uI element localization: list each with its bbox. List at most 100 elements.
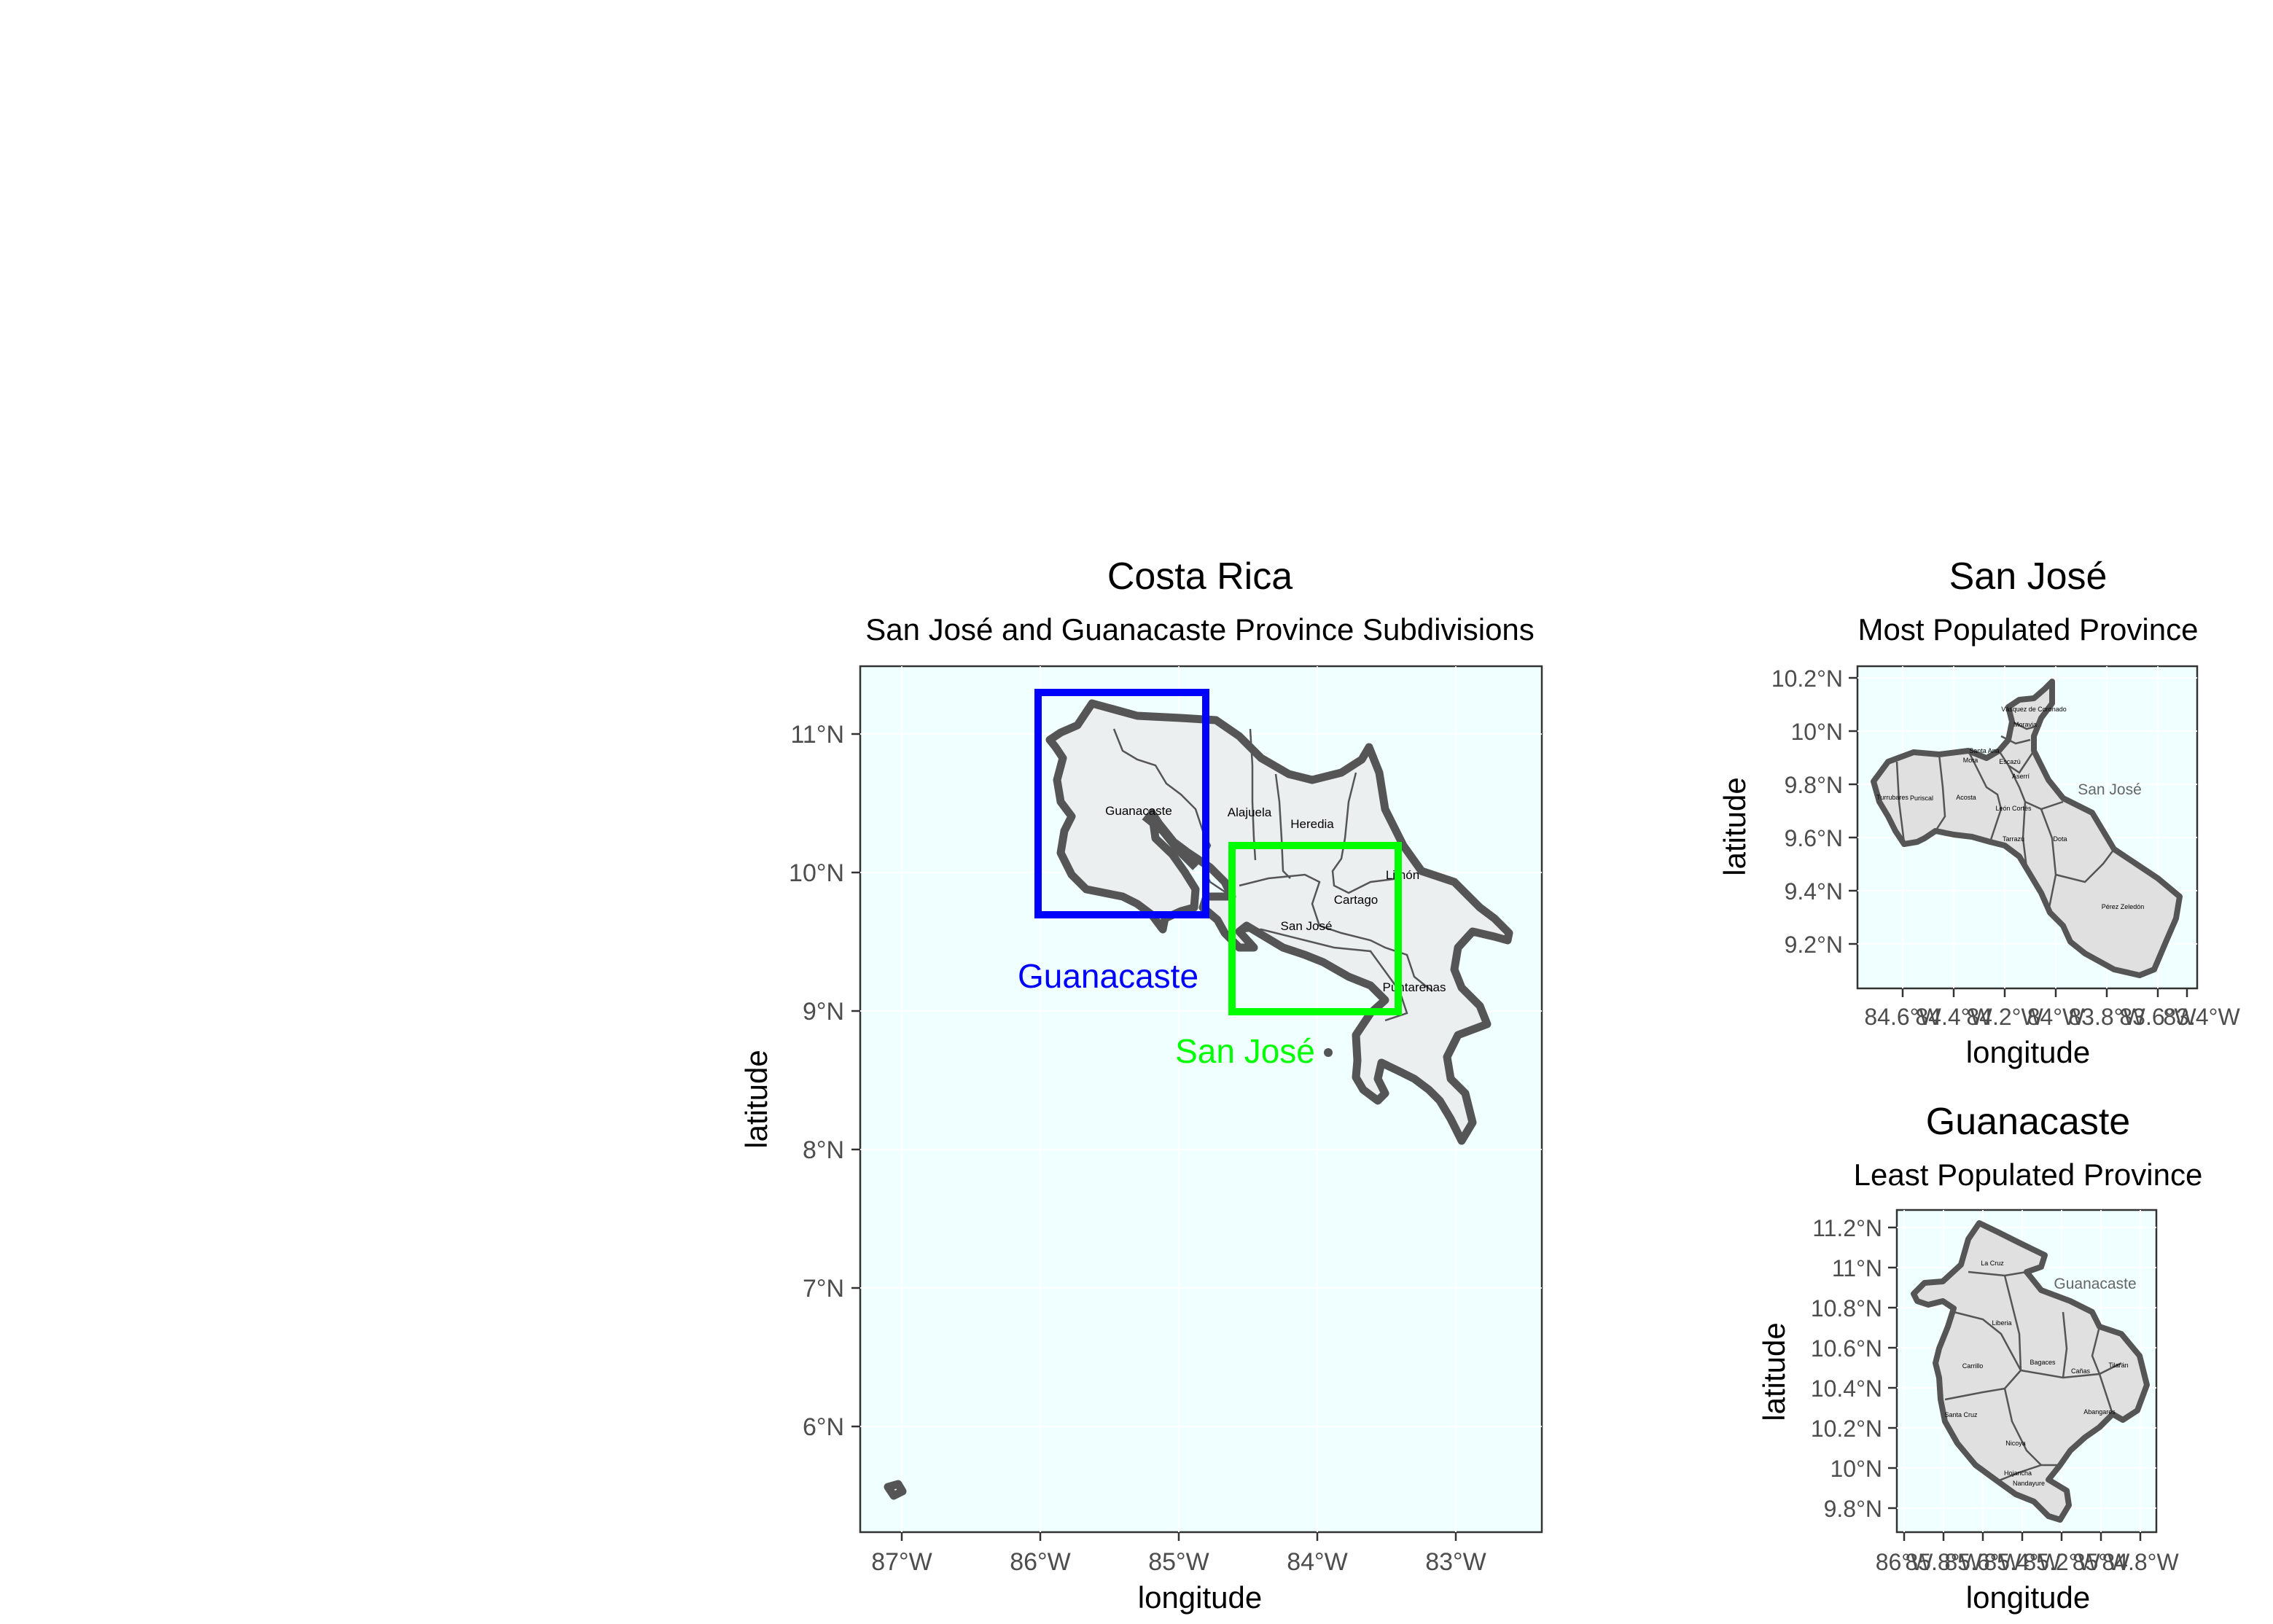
gu-y-tick: 10.6°N [1811, 1335, 1882, 1362]
guanacaste-map: Guanacaste Least Populated Province [1757, 1101, 2202, 1615]
san-jose-map: San José Most Populated Province [1718, 555, 2240, 1069]
canton-label: Moravia [2013, 721, 2037, 728]
sj-x-tick: 84.4°W [1915, 1004, 1992, 1030]
gu-x-tick: 85.2°W [2023, 1549, 2100, 1575]
main-y-tick: 7°N [803, 1275, 844, 1303]
canton-label: Turrubares [1876, 794, 1909, 801]
main-x-tick: 87°W [871, 1548, 932, 1576]
canton-label: Tarrazú [2003, 835, 2024, 843]
guanacaste-highlight-box [1034, 689, 1209, 918]
main-map-x-axis: 87°W 86°W 85°W 84°W 83°W [871, 1532, 1486, 1576]
guanacaste-y-axis: 11.2°N 11°N 10.8°N 10.6°N 10.4°N 10.2°N … [1811, 1215, 1897, 1522]
main-map-y-axis: 11°N 10°N 9°N 8°N 7°N 6°N [789, 721, 860, 1441]
gu-x-axis-label: longitude [1966, 1580, 2090, 1615]
gu-y-tick: 9.8°N [1824, 1496, 1882, 1522]
san-jose-box-label: San José [1175, 1032, 1315, 1070]
main-x-axis-label: longitude [1138, 1580, 1262, 1615]
canton-label: Tilarán [2108, 1362, 2128, 1369]
canton-label: León Cortés [1995, 805, 2032, 812]
small-island [1324, 1048, 1333, 1057]
main-x-tick: 84°W [1287, 1548, 1348, 1576]
canton-label: Nicoya [2005, 1440, 2026, 1447]
main-y-tick: 8°N [803, 1136, 844, 1164]
label-guanacaste: Guanacaste [1105, 804, 1172, 818]
sj-y-tick: 9.2°N [1785, 932, 1843, 958]
main-map-subtitle: San José and Guanacaste Province Subdivi… [865, 612, 1535, 647]
canton-label: Abangares [2083, 1408, 2116, 1416]
guanacaste-canton-borders [1944, 1270, 2122, 1483]
gu-x-tick: 85°W [2073, 1549, 2130, 1575]
san-jose-outline [1871, 679, 2183, 978]
sj-y-tick: 9.6°N [1785, 825, 1843, 851]
gu-x-tick: 86°W [1876, 1549, 1933, 1575]
sj-x-tick: 84.2°W [1966, 1004, 2043, 1030]
san-jose-x-axis: 84.6°W 84.4°W 84.2°W 84°W 83.8°W 83.6°W … [1864, 988, 2240, 1030]
sj-x-axis-label: longitude [1966, 1035, 2090, 1069]
canton-label: Liberia [1992, 1319, 2011, 1327]
main-y-axis-label: latitude [739, 1050, 773, 1148]
canton-label: Nandayure [2013, 1480, 2045, 1487]
sj-y-tick: 9.4°N [1785, 878, 1843, 905]
canton-label: Vásquez de Coronado [2001, 706, 2067, 713]
canton-label: Puriscal [1910, 795, 1933, 802]
sj-y-axis-label: latitude [1718, 777, 1752, 875]
main-x-tick: 83°W [1425, 1548, 1486, 1576]
costa-rica-outline [1045, 699, 1513, 1145]
canton-label: Aserrí [2012, 773, 2030, 780]
main-y-tick: 6°N [803, 1413, 844, 1441]
san-jose-highlight-box [1228, 842, 1402, 1015]
gu-y-tick: 11°N [1832, 1255, 1882, 1281]
isla-del-coco [884, 1480, 907, 1500]
label-alajuela: Alajuela [1228, 805, 1272, 819]
guanacaste-title: Guanacaste [1926, 1101, 2130, 1143]
sj-x-tick: 83.4°W [2163, 1004, 2240, 1030]
nicoya-gulf-coast [1142, 813, 1198, 870]
main-x-tick: 85°W [1148, 1548, 1209, 1576]
main-x-tick: 86°W [1010, 1548, 1071, 1576]
guanacaste-canton-labels: La Cruz Liberia Bagaces Cañas Tilarán Ca… [1944, 1260, 2136, 1487]
sj-x-tick: 83.6°W [2119, 1004, 2196, 1030]
label-san-jose: San José [1281, 919, 1333, 933]
gu-y-tick: 10.4°N [1811, 1375, 1882, 1402]
canton-label: Mora [1963, 757, 1978, 764]
guanacaste-box-label: Guanacaste [1018, 957, 1198, 995]
sj-y-tick: 10.2°N [1771, 665, 1843, 692]
canton-label: Acosta [1956, 794, 1976, 801]
san-jose-canton-borders [1895, 720, 2115, 912]
gu-y-tick: 10°N [1831, 1456, 1883, 1482]
san-jose-canton-labels: Vásquez de Coronado Moravia Santa Ana Mo… [1876, 706, 2144, 910]
main-map-title: Costa Rica [1107, 555, 1293, 598]
sj-x-tick: 84.6°W [1864, 1004, 1941, 1030]
label-limon: Limón [1386, 868, 1419, 882]
main-map: Costa Rica San José and Guanacaste Provi… [739, 555, 1543, 1615]
label-cartago: Cartago [1334, 893, 1378, 907]
sj-x-tick: 84°W [2027, 1004, 2085, 1030]
canton-label: Santa Cruz [1944, 1411, 1978, 1418]
guanacaste-subtitle: Least Populated Province [1854, 1158, 2203, 1192]
sj-x-tick: 83.8°W [2068, 1004, 2145, 1030]
gu-y-tick: 10.2°N [1811, 1416, 1882, 1442]
gu-x-tick: 85.6°W [1944, 1549, 2021, 1575]
gu-x-tick: 85.8°W [1905, 1549, 1982, 1575]
san-jose-province-label: San José [2078, 781, 2142, 798]
canton-label: Escazú [1999, 758, 2021, 765]
canton-label: Cañas [2071, 1367, 2091, 1375]
canton-label: Bagaces [2030, 1359, 2056, 1366]
guanacaste-province-label: Guanacaste [2054, 1276, 2136, 1292]
gu-x-tick: 85.4°W [1984, 1549, 2061, 1575]
canton-label: Pérez Zeledón [2102, 903, 2145, 910]
gu-y-tick: 10.8°N [1811, 1295, 1882, 1322]
canton-label: La Cruz [1981, 1260, 2004, 1267]
san-jose-subtitle: Most Populated Province [1858, 612, 2199, 647]
san-jose-y-axis: 10.2°N 10°N 9.8°N 9.6°N 9.4°N 9.2°N [1771, 665, 1857, 958]
san-jose-title: San José [1949, 555, 2108, 598]
gu-x-tick: 84.8°W [2102, 1549, 2179, 1575]
main-y-tick: 10°N [789, 859, 844, 887]
canton-label: Dota [2053, 835, 2067, 843]
sj-y-tick: 10°N [1791, 719, 1844, 745]
sj-y-tick: 9.8°N [1785, 772, 1843, 798]
canton-label: Santa Ana [1969, 747, 2000, 754]
main-y-tick: 9°N [803, 998, 844, 1026]
gu-y-axis-label: latitude [1757, 1322, 1791, 1421]
